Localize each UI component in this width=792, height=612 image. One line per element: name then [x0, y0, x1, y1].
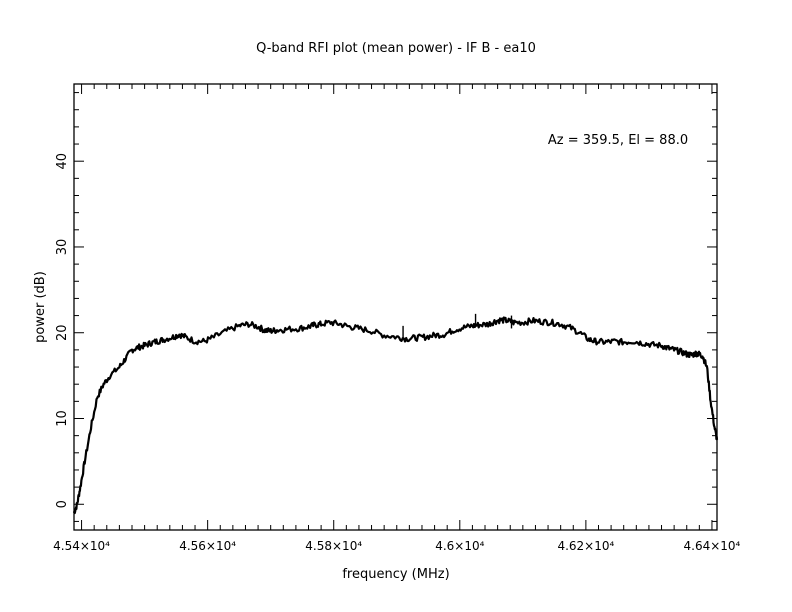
- x-tick-label: 4.58×10⁴: [305, 539, 362, 553]
- x-tick-labels: 4.54×10⁴ 4.56×10⁴ 4.58×10⁴ 4.6×10⁴ 4.62×10⁴ 4…: [53, 539, 740, 553]
- y-tick-labels: 0 10 20 30 40: [55, 153, 70, 508]
- y-tick-label: 40: [55, 153, 70, 170]
- x-tick-label: 4.6×10⁴: [435, 539, 484, 553]
- plot-frame: [73, 83, 718, 531]
- y-tick-label: 20: [55, 324, 70, 341]
- y-axis-label: power (dB): [33, 271, 48, 343]
- chart-title: Q-band RFI plot (mean power) - IF B - ea…: [256, 41, 536, 56]
- y-tick-label: 0: [55, 500, 70, 508]
- axis-ticks: [74, 84, 717, 530]
- x-tick-label: 4.56×10⁴: [179, 539, 236, 553]
- y-tick-label: 10: [55, 410, 70, 427]
- x-axis-label: frequency (MHz): [342, 567, 449, 582]
- x-tick-label: 4.54×10⁴: [53, 539, 110, 553]
- rfi-spikes: [402, 313, 513, 339]
- y-tick-label: 30: [55, 239, 70, 256]
- power-series-line: [72, 316, 719, 515]
- x-tick-label: 4.62×10⁴: [557, 539, 614, 553]
- az-el-annotation: Az = 359.5, El = 88.0: [548, 133, 688, 148]
- x-tick-label: 4.64×10⁴: [684, 539, 741, 553]
